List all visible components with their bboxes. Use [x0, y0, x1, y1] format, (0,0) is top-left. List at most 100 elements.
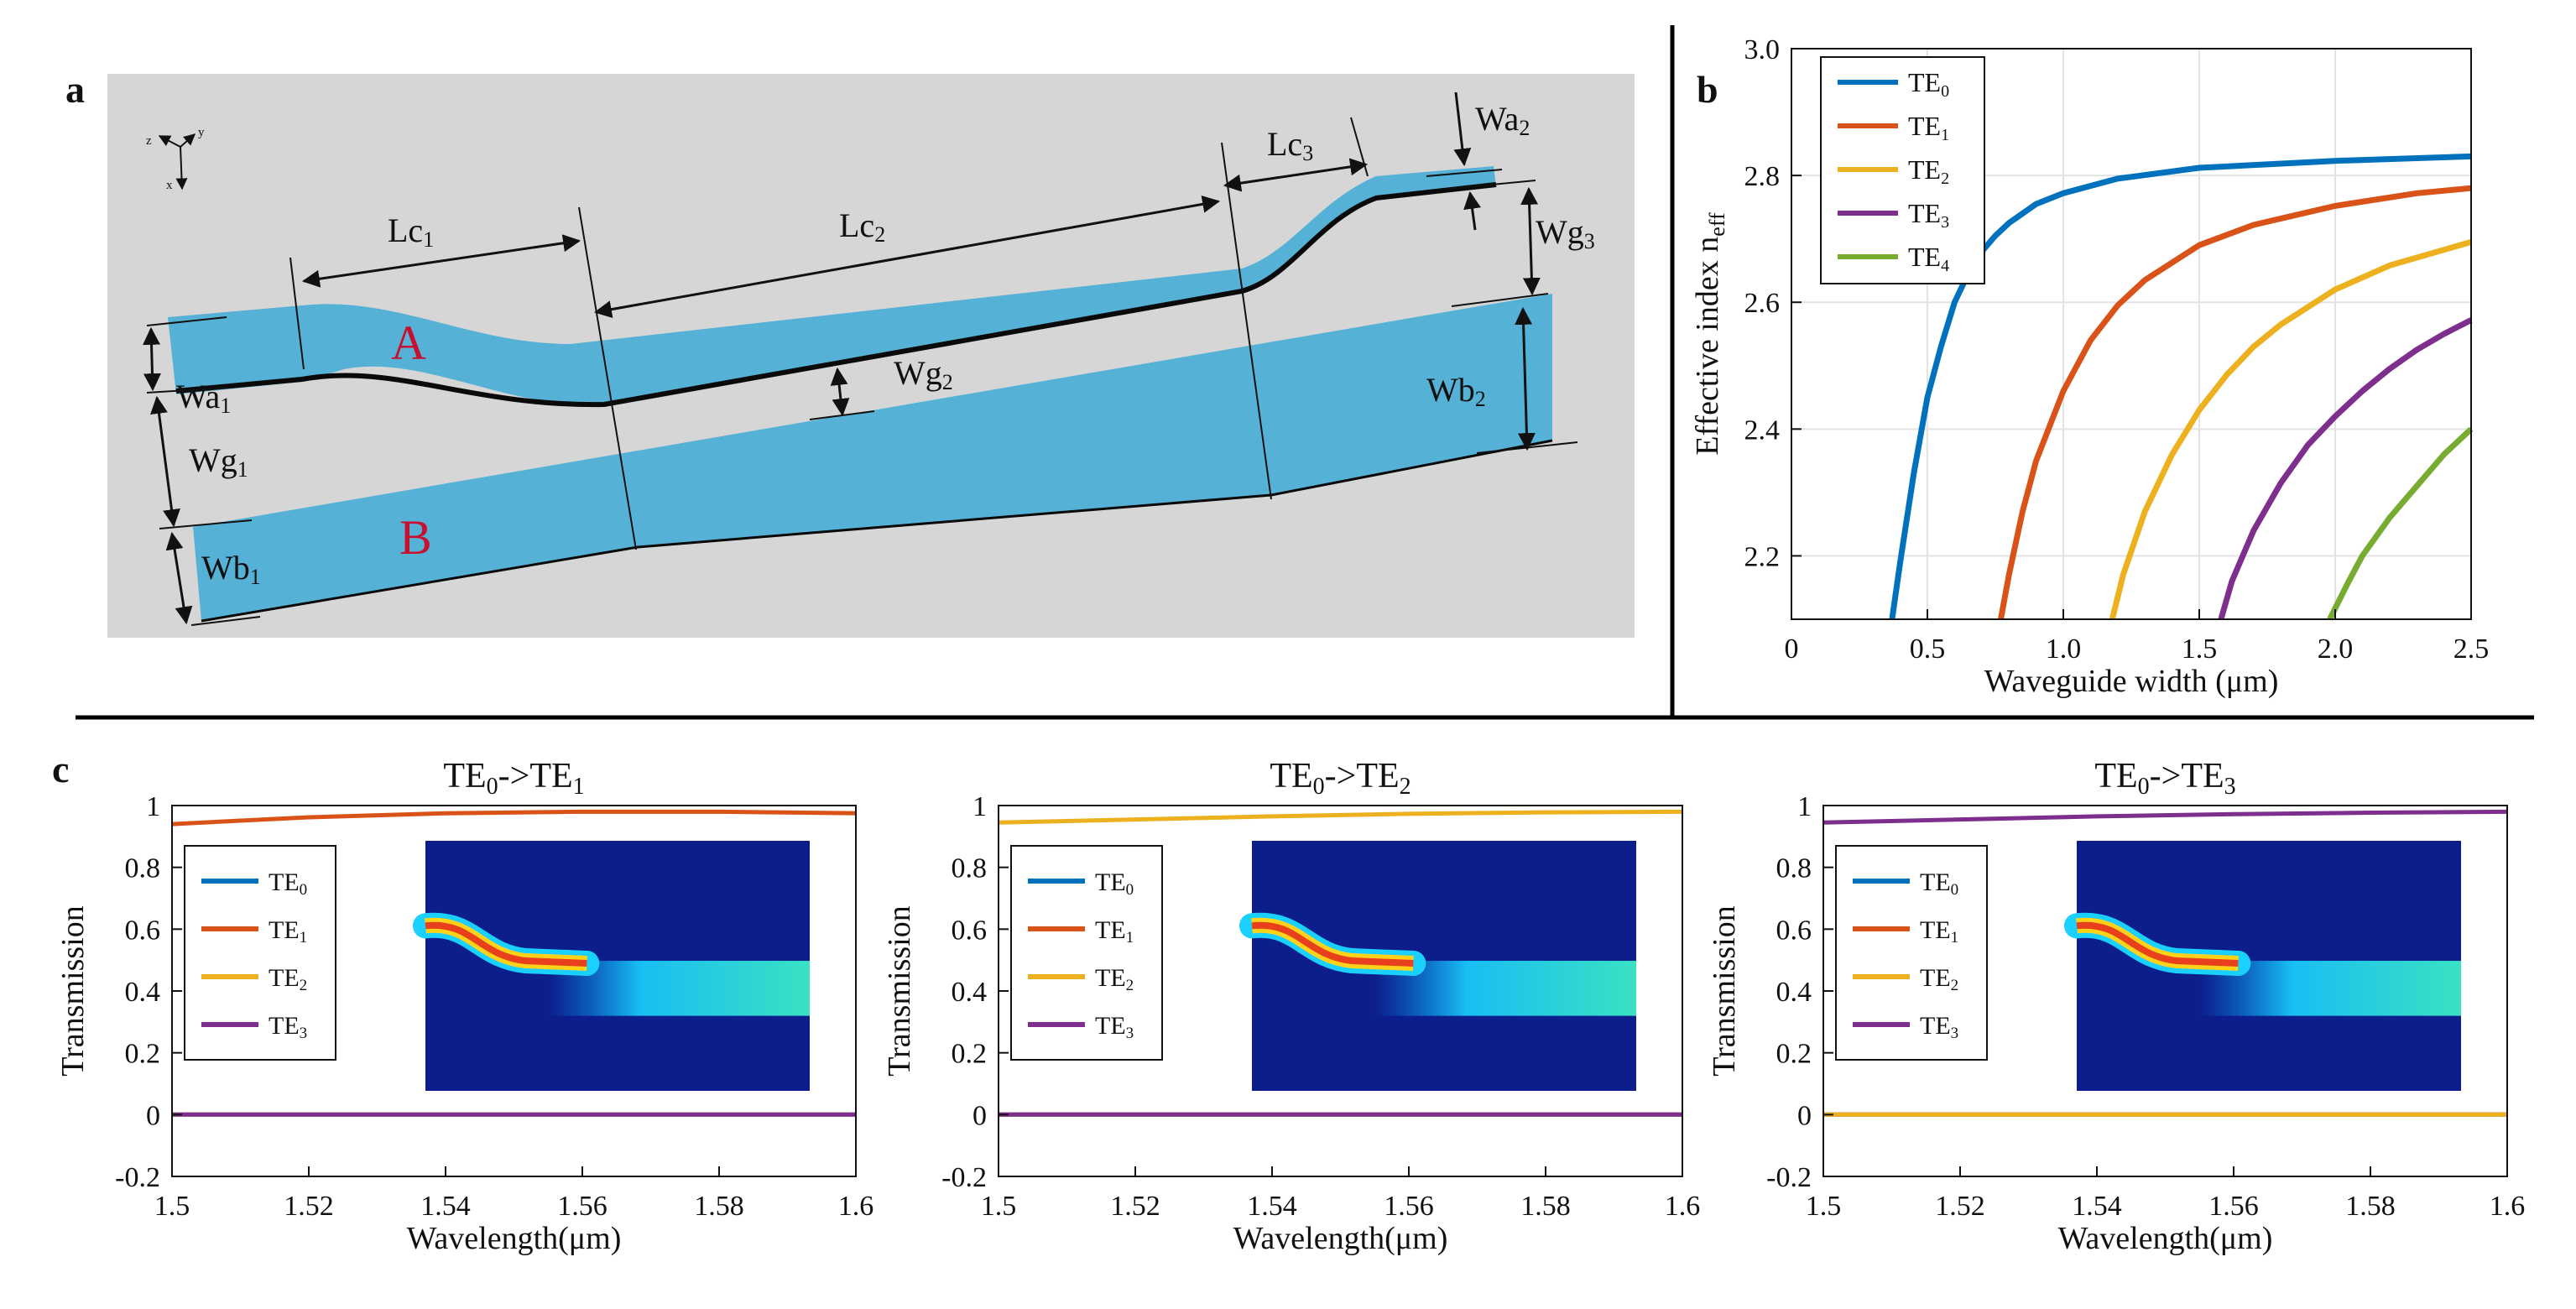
legend-entry-sub: 1	[1126, 929, 1134, 947]
region-a-label: A	[391, 316, 426, 370]
y-tick-label: 0.4	[125, 977, 161, 1008]
dimension-arrows	[143, 91, 1541, 625]
legend-entry: TE1	[1920, 916, 1958, 947]
series-line-te2	[2109, 239, 2472, 620]
legend-entry-base: TE	[1920, 916, 1951, 944]
legend-entry-sub: 3	[300, 1025, 308, 1042]
title-part: TE	[1270, 757, 1312, 795]
y-tick-label: 0.8	[125, 853, 161, 884]
legend-entry: TE3	[1095, 1012, 1134, 1042]
legend-entry-base: TE	[1908, 111, 1941, 141]
field-input-peak	[2076, 921, 2239, 967]
legend-entry-sub: 0	[1951, 881, 1959, 899]
legend-entry-base: TE	[1908, 154, 1941, 185]
series-line-te3	[2218, 317, 2473, 620]
legend-entry: TE2	[269, 964, 307, 994]
legend-entry-sub: 4	[1941, 257, 1949, 275]
plot-frame	[1791, 48, 2472, 620]
legend-entry: TE2	[1908, 154, 1949, 188]
legend-entry-base: TE	[1095, 964, 1126, 992]
y-tick-label: 0.6	[1776, 915, 1812, 946]
x-tick-label: 1.58	[2345, 1191, 2396, 1222]
y-tick-label: 0.4	[1776, 977, 1812, 1008]
series-line-te1	[171, 809, 857, 827]
x-tick-label: 1.58	[1520, 1191, 1571, 1222]
x-tick-label: 1.58	[694, 1191, 744, 1222]
legend-entry-sub: 1	[1951, 929, 1959, 947]
x-tick-label: 2.5	[2453, 634, 2490, 665]
axis-label-y: y	[198, 126, 205, 139]
x-tick-label: 0.5	[1910, 634, 1946, 665]
legend-entry-sub: 2	[1951, 977, 1959, 994]
legend-box	[1010, 845, 1163, 1061]
y-tick-label: 0	[973, 1100, 987, 1131]
y-tick-label: -0.2	[115, 1162, 160, 1193]
y-tick-label: -0.2	[941, 1162, 987, 1193]
legend-entry: TE1	[1095, 916, 1134, 947]
legend-entry: TE1	[269, 916, 307, 947]
dim-wg2: Wg2	[894, 354, 953, 394]
x-tick-label: 2.0	[2318, 634, 2354, 665]
x-tick-label: 1.0	[2046, 634, 2082, 665]
legend-entry-sub: 1	[1941, 126, 1949, 144]
y-tick-label: 0.2	[1776, 1039, 1812, 1070]
y-tick-label: 0.2	[125, 1039, 161, 1070]
dim-wg1: Wg1	[189, 441, 248, 482]
legend-entry: TE2	[1095, 964, 1134, 994]
legend-entry-base: TE	[1908, 198, 1941, 228]
y-tick-label: 0.8	[952, 853, 988, 884]
title-part: 0	[487, 774, 498, 800]
title-part: ->TE	[2150, 757, 2224, 795]
legend-entry-sub: 3	[1951, 1025, 1959, 1042]
legend-entry-base: TE	[1095, 1012, 1126, 1040]
y-axis-label: Transmission	[55, 905, 91, 1076]
coordinate-axes-icon: y z x	[146, 126, 205, 192]
y-tick-label: -0.2	[1766, 1162, 1812, 1193]
y-tick-label: 1	[146, 791, 160, 822]
y-tick-label: 0.6	[952, 915, 988, 946]
schematic: A B y z x	[107, 74, 1635, 638]
y-tick-label: 0.4	[952, 977, 988, 1008]
x-tick-label: 1.52	[1110, 1191, 1160, 1222]
y-tick-label: 0.6	[125, 915, 161, 946]
y-tick-label: 2.2	[1744, 541, 1781, 572]
x-tick-label: 1.5	[2182, 634, 2218, 665]
legend-entry-base: TE	[269, 868, 300, 896]
title-part: 1	[573, 774, 585, 800]
legend-entry: TE2	[1920, 964, 1958, 994]
legend-entry: TE0	[1095, 868, 1134, 899]
y-axis-label: Effective index neff	[1690, 212, 1729, 456]
x-tick-label: 1.6	[838, 1191, 874, 1222]
y-tick-label: 1	[1797, 791, 1812, 822]
x-axis-label: Wavelength(μm)	[2058, 1221, 2273, 1256]
panel-letter-a: a	[65, 68, 85, 111]
legend-entry-sub: 0	[1941, 82, 1949, 101]
axis-label-x: x	[166, 179, 173, 192]
x-tick-label: 1.56	[2208, 1191, 2259, 1222]
legend-entry-base: TE	[1920, 1012, 1951, 1040]
y-axis-label-sub: eff	[1705, 212, 1729, 237]
x-tick-label: 1.52	[1935, 1191, 1985, 1222]
x-tick-label: 1.56	[557, 1191, 607, 1222]
legend-entry-sub: 3	[1126, 1025, 1134, 1042]
x-tick-label: 1.5	[1806, 1191, 1842, 1222]
title-part: 0	[2138, 774, 2150, 800]
legend-box	[1835, 845, 1988, 1061]
dim-wb2: Wb2	[1426, 371, 1486, 411]
waveguide-b	[193, 294, 1552, 621]
dim-wg3: Wg3	[1536, 213, 1595, 253]
legend-entry-sub: 0	[300, 881, 308, 899]
legend-entry-base: TE	[1908, 242, 1941, 272]
y-axis-label-main: Transmission	[1707, 905, 1742, 1076]
legend-entry-base: TE	[1095, 868, 1126, 896]
dim-wb1: Wb1	[201, 549, 261, 589]
waveguide-a-edge	[175, 182, 1497, 408]
title-part: 2	[1400, 774, 1411, 800]
chart-title: TE0->TE2	[1270, 757, 1411, 800]
field-input-peak	[425, 921, 587, 967]
field-input-peak	[1251, 921, 1414, 967]
x-tick-label: 1.5	[981, 1191, 1017, 1222]
x-axis-label: Wavelength(μm)	[1233, 1221, 1448, 1256]
series-line-te1	[1998, 185, 2472, 620]
